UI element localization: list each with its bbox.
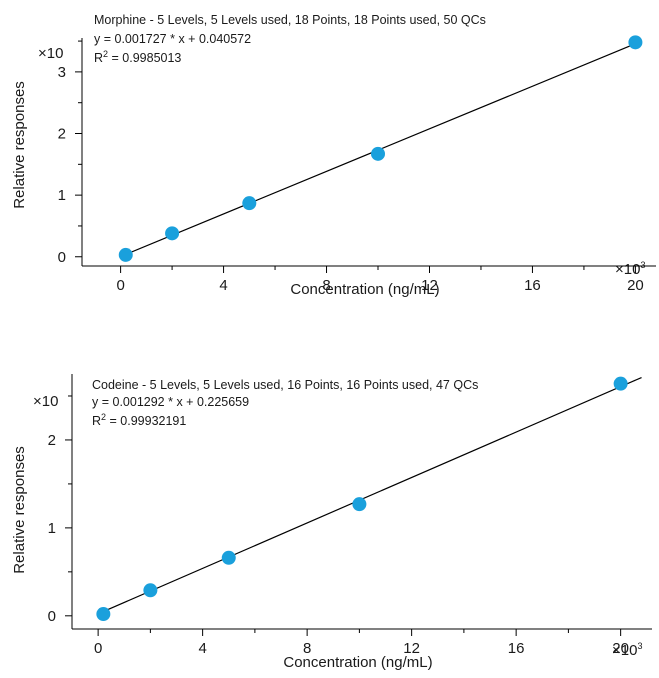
chart-annotation-line3: R2 = 0.9985013 — [94, 49, 181, 65]
x-axis-multiplier: ×103 — [615, 260, 645, 278]
y-axis-title: Relative responses — [11, 81, 28, 209]
x-axis-multiplier: ×103 — [612, 641, 642, 659]
y-tick-label: 1 — [48, 520, 56, 537]
y-axis-multiplier: ×10 — [33, 393, 58, 410]
y-tick-label: 0 — [58, 249, 66, 266]
y-tick-label: 1 — [58, 187, 66, 204]
y-tick-label: 2 — [48, 432, 56, 449]
data-point — [143, 583, 158, 598]
x-tick-label: 4 — [198, 640, 206, 657]
data-point — [613, 376, 628, 391]
data-point — [371, 146, 386, 161]
chart-annotation-line1: Morphine - 5 Levels, 5 Levels used, 18 P… — [94, 13, 486, 27]
y-tick-label: 2 — [58, 126, 66, 143]
y-tick-label: 3 — [58, 64, 66, 81]
chart-annotation-line2: y = 0.001292 * x + 0.225659 — [92, 395, 249, 409]
y-axis-title: Relative responses — [11, 446, 28, 574]
x-tick-label: 12 — [421, 277, 438, 294]
x-tick-label: 16 — [508, 640, 525, 657]
x-tick-label: 12 — [403, 640, 420, 657]
data-point — [118, 247, 133, 262]
x-axis-title: Concentration (ng/mL) — [283, 654, 432, 671]
chart-annotation-line3: R2 = 0.99932191 — [92, 412, 186, 428]
data-point — [352, 497, 367, 512]
x-tick-label: 0 — [94, 640, 102, 657]
data-point — [165, 226, 180, 241]
x-tick-label: 20 — [627, 277, 644, 294]
codeine-calibration-chart: Codeine - 5 Levels, 5 Levels used, 16 Po… — [11, 374, 652, 671]
x-tick-label: 0 — [116, 277, 124, 294]
regression-line — [97, 376, 642, 615]
x-tick-label: 16 — [524, 277, 541, 294]
morphine-calibration-chart: Morphine - 5 Levels, 5 Levels used, 18 P… — [11, 13, 656, 298]
data-point — [96, 607, 111, 622]
chart-annotation-line1: Codeine - 5 Levels, 5 Levels used, 16 Po… — [92, 378, 478, 392]
x-tick-label: 8 — [303, 640, 311, 657]
data-point — [242, 196, 257, 211]
y-axis-multiplier: ×10 — [38, 45, 63, 62]
data-point — [221, 550, 236, 565]
y-tick-label: 0 — [48, 608, 56, 625]
x-axis-title: Concentration (ng/mL) — [290, 281, 439, 298]
data-point — [628, 35, 643, 50]
x-tick-label: 4 — [219, 277, 227, 294]
x-tick-label: 20 — [612, 640, 629, 657]
x-tick-label: 8 — [322, 277, 330, 294]
chart-annotation-line2: y = 0.001727 * x + 0.040572 — [94, 32, 251, 46]
